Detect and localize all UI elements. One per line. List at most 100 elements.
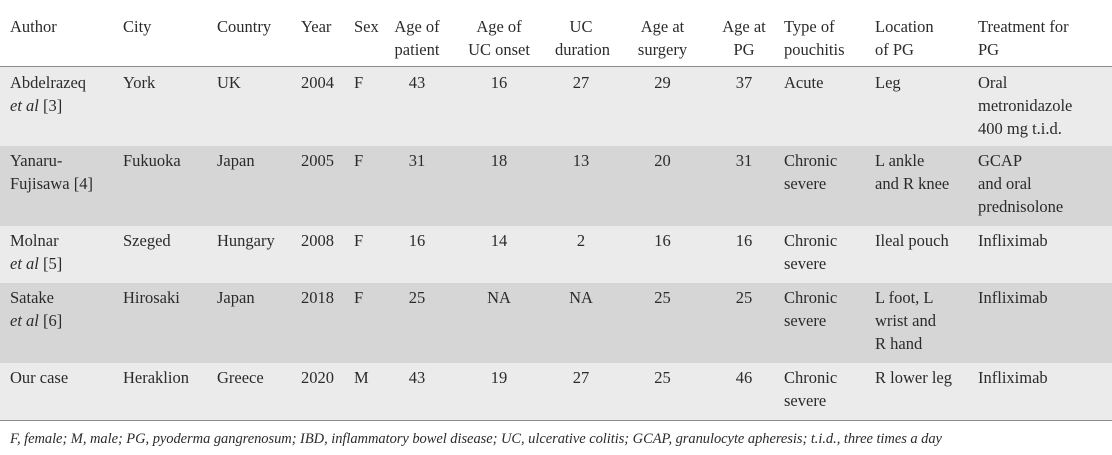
age-of-patient-cell: 25 bbox=[408, 288, 426, 307]
treatment-cell: Oral metronidazole 400 mg t.i.d. bbox=[968, 66, 1112, 146]
pg-location-cell-line: wrist and bbox=[875, 311, 936, 330]
age-at-pg-cell: 37 bbox=[735, 72, 753, 92]
pg-location-cell-line: Ileal pouch bbox=[875, 231, 949, 250]
age-of-uc-onset-cell: 19 bbox=[490, 368, 508, 387]
column-header-year: Year bbox=[291, 0, 344, 66]
header-text-line: Author bbox=[10, 17, 57, 36]
year-cell: 2005 bbox=[301, 151, 334, 170]
header-text-line: Sex bbox=[354, 17, 379, 36]
header-text-line: Age at bbox=[640, 17, 685, 36]
treatment-cell-line: Infliximab bbox=[978, 231, 1048, 250]
header-text-line: Year bbox=[301, 17, 332, 36]
column-header-age-at-pg: Age at PG bbox=[714, 0, 774, 66]
table-header: Author City Country Year Sex Age of patient Age… bbox=[0, 0, 1112, 66]
uc-duration-cell: 27 bbox=[572, 368, 590, 387]
age-of-patient-cell: 43 bbox=[408, 72, 426, 92]
author-reference: [5] bbox=[38, 254, 63, 273]
sex-cell: F bbox=[354, 231, 364, 250]
city-cell: Heraklion bbox=[123, 368, 189, 387]
year-cell: 2004 bbox=[301, 72, 334, 92]
column-header-treatment-for-pg: Treatment for PG bbox=[968, 0, 1112, 66]
pg-location-cell: Leg bbox=[865, 66, 968, 146]
header-text-line: Country bbox=[217, 17, 272, 36]
pouchitis-type-cell-line: Chronic bbox=[784, 288, 838, 307]
header-text-line: Type of bbox=[784, 17, 835, 36]
author-citation: et al [5] bbox=[10, 252, 107, 275]
table-row: Our case Heraklion Greece 2020 M 43 19 27 25 46 Ch… bbox=[0, 363, 1112, 420]
pg-location-cell: L ankle and R knee bbox=[865, 146, 968, 226]
author-cell: Our case bbox=[0, 363, 113, 420]
author-cell: Molnar et al [5] bbox=[0, 226, 113, 283]
author-etal: et al bbox=[10, 254, 39, 273]
age-at-surgery-cell: 20 bbox=[654, 151, 671, 170]
treatment-cell-line: metronidazole bbox=[978, 95, 1073, 115]
age-of-patient-cell: 31 bbox=[408, 151, 426, 170]
author-name: Molnar bbox=[10, 231, 59, 250]
age-at-pg-cell: 25 bbox=[735, 288, 753, 307]
age-of-patient-cell: 43 bbox=[408, 368, 426, 387]
treatment-cell-line: Oral bbox=[978, 72, 1008, 92]
header-text-line: Treatment for bbox=[978, 17, 1069, 36]
treatment-cell-line: GCAP bbox=[978, 151, 1023, 170]
header-text-line: pouchitis bbox=[784, 40, 845, 59]
author-citation: et al [3] bbox=[10, 94, 107, 117]
column-header-type-of-pouchitis: Type of pouchitis bbox=[774, 0, 865, 66]
age-at-surgery-cell: 25 bbox=[654, 288, 671, 307]
treatment-cell-line: Infliximab bbox=[978, 368, 1048, 387]
treatment-cell-line: prednisolone bbox=[978, 197, 1064, 216]
table-row: Yanaru- Fujisawa [4] Fukuoka Japan 2005 F 31 18… bbox=[0, 146, 1112, 226]
pg-location-cell-line: R hand bbox=[875, 334, 923, 353]
author-cell-line: Our case bbox=[10, 368, 69, 387]
age-at-surgery-cell: 25 bbox=[654, 368, 671, 387]
year-cell: 2008 bbox=[301, 231, 334, 250]
author-cell: Satake et al [6] bbox=[0, 283, 113, 363]
comparison-table-container: Author City Country Year Sex Age of patient Age… bbox=[0, 0, 1112, 420]
header-text-line: duration bbox=[555, 40, 610, 59]
age-at-pg-cell: 46 bbox=[735, 368, 753, 387]
author-name: Abdelrazeq bbox=[10, 72, 87, 92]
author-cell: Yanaru- Fujisawa [4] bbox=[0, 146, 113, 226]
header-text-line: UC bbox=[569, 17, 593, 36]
column-header-age-at-surgery: Age at surgery bbox=[611, 0, 714, 66]
pouchitis-type-cell-line: severe bbox=[784, 391, 827, 410]
header-text-line: Age of bbox=[476, 17, 522, 36]
pg-location-cell-line: L foot, L bbox=[875, 288, 934, 307]
year-cell: 2020 bbox=[301, 368, 334, 387]
pg-location-cell-line: Leg bbox=[875, 72, 901, 92]
treatment-cell-line: Infliximab bbox=[978, 288, 1048, 307]
column-header-uc-duration: UC duration bbox=[551, 0, 611, 66]
author-cell-line: Fujisawa [4] bbox=[10, 174, 93, 193]
age-of-uc-onset-cell: 16 bbox=[490, 72, 508, 92]
pouchitis-type-cell-line: severe bbox=[784, 254, 827, 273]
pouchitis-type-cell: Chronic severe bbox=[774, 363, 865, 420]
treatment-cell-line: and oral bbox=[978, 174, 1032, 193]
author-etal: et al bbox=[10, 311, 39, 330]
pg-location-cell-line: R lower leg bbox=[875, 368, 952, 387]
column-header-city: City bbox=[113, 0, 207, 66]
age-at-pg-cell: 16 bbox=[735, 231, 753, 250]
uc-duration-cell: 27 bbox=[572, 72, 590, 92]
pg-location-cell-line: L ankle bbox=[875, 151, 925, 170]
city-cell: Hirosaki bbox=[123, 288, 180, 307]
pouchitis-type-cell: Chronic severe bbox=[774, 283, 865, 363]
header-text-line: Age at bbox=[722, 17, 766, 36]
country-cell: UK bbox=[217, 72, 241, 92]
pouchitis-type-cell: Chronic severe bbox=[774, 146, 865, 226]
header-text-line: City bbox=[123, 17, 152, 36]
pg-location-cell: Ileal pouch bbox=[865, 226, 968, 283]
case-comparison-table: Author City Country Year Sex Age of patient Age… bbox=[0, 0, 1112, 420]
treatment-cell: Infliximab bbox=[968, 283, 1112, 363]
header-text-line: Location bbox=[875, 17, 934, 36]
header-text-line: surgery bbox=[637, 40, 688, 59]
country-cell: Greece bbox=[217, 368, 264, 387]
pouchitis-type-cell-line: Chronic bbox=[784, 151, 838, 170]
sex-cell: F bbox=[354, 151, 364, 170]
table-footnote: F, female; M, male; PG, pyoderma gangren… bbox=[10, 431, 942, 447]
header-text-line: Age of bbox=[394, 17, 440, 36]
age-at-pg-cell: 31 bbox=[735, 151, 753, 170]
pouchitis-type-cell-line: Chronic bbox=[784, 231, 838, 250]
column-header-age-of-uc-onset: Age of UC onset bbox=[447, 0, 551, 66]
author-cell: Abdelrazeq et al [3] bbox=[0, 66, 113, 146]
column-header-author: Author bbox=[0, 0, 113, 66]
age-of-uc-onset-cell: 14 bbox=[490, 231, 508, 250]
